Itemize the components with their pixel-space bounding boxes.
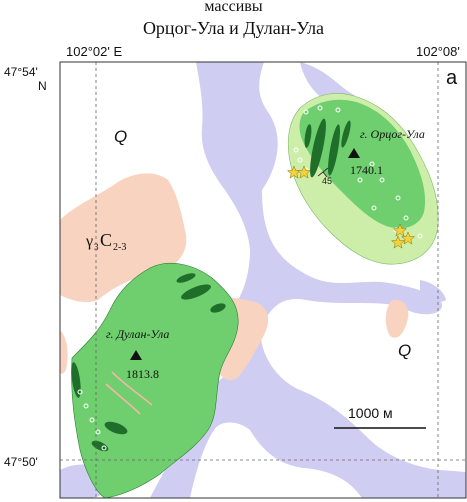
vein-lines [105,371,153,415]
quaternary-label-2: Q [398,341,411,360]
lon-right-label: 102°08' [416,44,460,59]
dip-symbol [317,167,329,178]
peak1-name: г. Орцог-Ула [360,127,425,141]
quaternary-label-1: Q [114,127,127,146]
ortsog-ula-massif-core [299,99,426,229]
map-title-line2: Орцог-Ула и Дулан-Ула [142,18,325,38]
sample-points [77,105,423,451]
granite-sub: 3 [94,242,99,252]
scale-bar: 1000 м [334,405,426,429]
granite-age-sub: 2-3 [113,242,126,253]
scale-bar-label: 1000 м [348,405,393,421]
peak2-elevation: 1813.8 [126,367,159,381]
peak2-name: г. Дулан-Ула [106,327,169,341]
dulan-ula-massif [71,262,239,499]
map-frame [59,61,467,499]
grid-lines [60,62,466,498]
lat-top-label: 47°54' [4,65,38,79]
panel-letter: а [446,67,458,89]
star-markers [286,165,416,249]
peak1-triangle [348,148,360,158]
dip-value: 45 [322,176,332,186]
peak1-elevation: 1740.1 [350,163,383,177]
granite-age: C [100,230,112,250]
lat-top-suffix: N [38,79,47,93]
granite-prefix: γ [85,233,93,250]
lon-left-label: 102°02' E [66,44,122,59]
peak2-triangle [130,350,142,360]
map-title-line1: массивы [204,0,263,15]
lat-bottom-label: 47°50' [4,455,38,469]
dark-lenses [71,118,351,452]
granite-formula: γ 3 C 2-3 [85,230,126,253]
